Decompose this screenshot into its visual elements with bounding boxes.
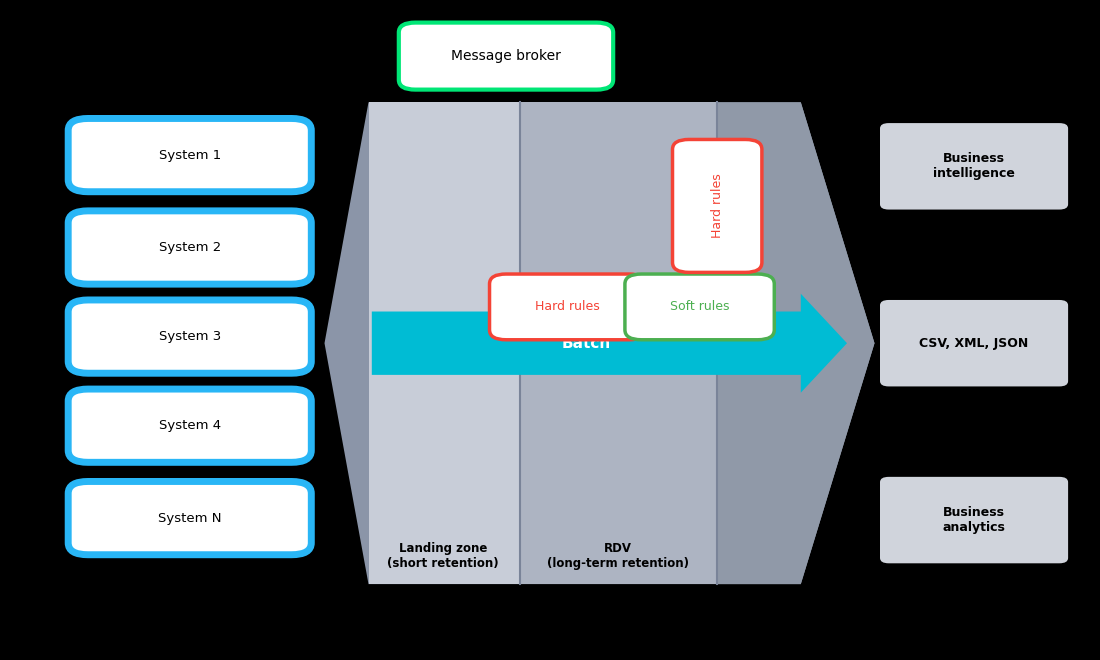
- Text: Hard rules: Hard rules: [711, 174, 724, 238]
- Polygon shape: [372, 294, 847, 393]
- Polygon shape: [324, 102, 874, 584]
- Text: Message broker: Message broker: [451, 49, 561, 63]
- FancyBboxPatch shape: [68, 211, 311, 284]
- Text: System 4: System 4: [158, 419, 221, 432]
- FancyBboxPatch shape: [880, 477, 1068, 564]
- FancyBboxPatch shape: [68, 300, 311, 374]
- Text: CSV, XML, JSON: CSV, XML, JSON: [920, 337, 1028, 350]
- Text: System N: System N: [158, 512, 221, 525]
- FancyBboxPatch shape: [68, 119, 311, 191]
- Text: Hard rules: Hard rules: [536, 300, 600, 314]
- Text: Soft rules: Soft rules: [670, 300, 729, 314]
- Text: Batch: Batch: [562, 336, 611, 350]
- Polygon shape: [368, 102, 520, 584]
- Text: System 2: System 2: [158, 241, 221, 254]
- Text: System 3: System 3: [158, 330, 221, 343]
- FancyBboxPatch shape: [399, 22, 613, 90]
- Text: Landing zone
(short retention): Landing zone (short retention): [387, 542, 499, 570]
- FancyBboxPatch shape: [625, 274, 774, 340]
- FancyBboxPatch shape: [880, 123, 1068, 210]
- FancyBboxPatch shape: [880, 300, 1068, 387]
- FancyBboxPatch shape: [672, 139, 762, 273]
- Polygon shape: [520, 102, 717, 584]
- Text: System 1: System 1: [158, 148, 221, 162]
- Polygon shape: [717, 102, 874, 584]
- FancyBboxPatch shape: [490, 274, 646, 340]
- Text: RDV
(long-term retention): RDV (long-term retention): [547, 542, 690, 570]
- Text: Business
intelligence: Business intelligence: [933, 152, 1015, 180]
- FancyBboxPatch shape: [68, 482, 311, 554]
- Text: Business
analytics: Business analytics: [943, 506, 1005, 534]
- FancyBboxPatch shape: [68, 389, 311, 462]
